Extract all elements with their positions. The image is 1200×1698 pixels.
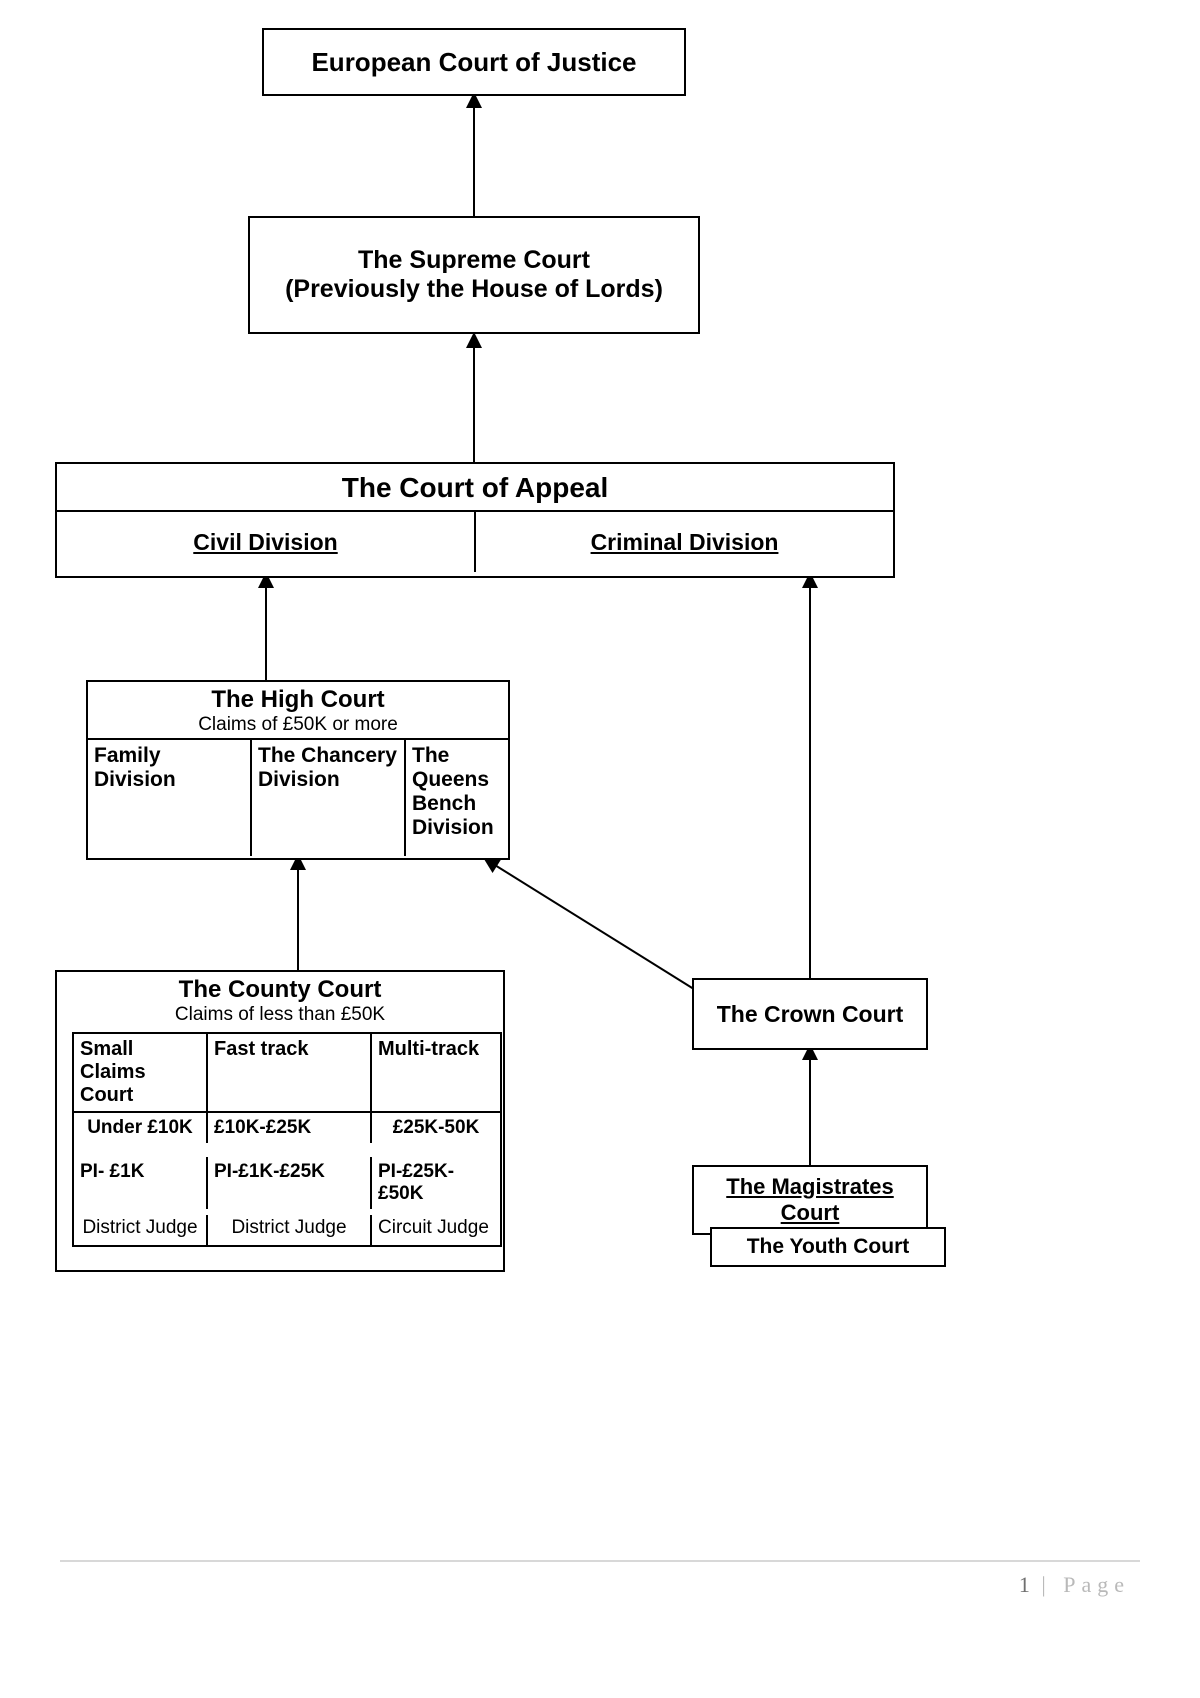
node-high-court: The High Court Claims of £50K or more Fa… [86,680,510,860]
county-judge-1: District Judge [208,1215,372,1245]
county-table: Small Claims Court Fast track Multi-trac… [72,1032,502,1247]
node-youth: The Youth Court [710,1227,946,1267]
appeal-civil: Civil Division [193,529,337,556]
page: European Court of Justice The Supreme Co… [0,0,1200,1698]
high-title: The High Court [88,686,508,714]
county-pi-2: PI-£25K-£50K [372,1157,500,1209]
footer-page-number: 1 [1019,1572,1030,1597]
node-appeal: The Court of Appeal Civil Division Crimi… [55,462,895,578]
node-crown: The Crown Court [692,978,928,1050]
county-subtitle: Claims of less than £50K [57,1004,503,1026]
high-div-family: Family Division [88,740,252,856]
footer-rule [60,1560,1140,1562]
county-amt-2: £25K-50K [372,1113,500,1143]
node-ecj: European Court of Justice [262,28,686,96]
high-div-queens: The Queens Bench Division [406,740,508,856]
county-col-fast: Fast track [208,1034,372,1111]
supreme-line1: The Supreme Court [358,246,590,275]
high-subtitle: Claims of £50K or more [88,714,508,736]
county-judge-2: Circuit Judge [372,1215,500,1245]
appeal-civil-cell: Civil Division [57,512,476,572]
crown-label: The Crown Court [717,1001,904,1028]
footer-sep: | [1030,1572,1063,1597]
ecj-label: European Court of Justice [311,47,636,78]
appeal-title: The Court of Appeal [57,464,893,512]
footer-page: 1 | Page [1019,1572,1130,1598]
high-div-chancery: The Chancery Division [252,740,406,856]
node-magistrates: The Magistrates Court [692,1165,928,1235]
county-amt-1: £10K-£25K [208,1113,372,1143]
county-title: The County Court [57,976,503,1004]
node-county-court: The County Court Claims of less than £50… [55,970,505,1272]
node-supreme: The Supreme Court (Previously the House … [248,216,700,334]
appeal-criminal-cell: Criminal Division [476,512,893,572]
county-pi-0: PI- £1K [74,1157,208,1209]
county-pi-1: PI-£1K-£25K [208,1157,372,1209]
appeal-criminal: Criminal Division [591,529,779,556]
magistrates-label: The Magistrates Court [694,1174,926,1227]
youth-label: The Youth Court [747,1235,910,1259]
county-amt-0: Under £10K [74,1113,208,1143]
county-col-small: Small Claims Court [74,1034,208,1111]
county-judge-0: District Judge [74,1215,208,1245]
county-col-multi: Multi-track [372,1034,500,1111]
supreme-line2: (Previously the House of Lords) [285,275,663,304]
footer-word: Page [1063,1572,1130,1597]
